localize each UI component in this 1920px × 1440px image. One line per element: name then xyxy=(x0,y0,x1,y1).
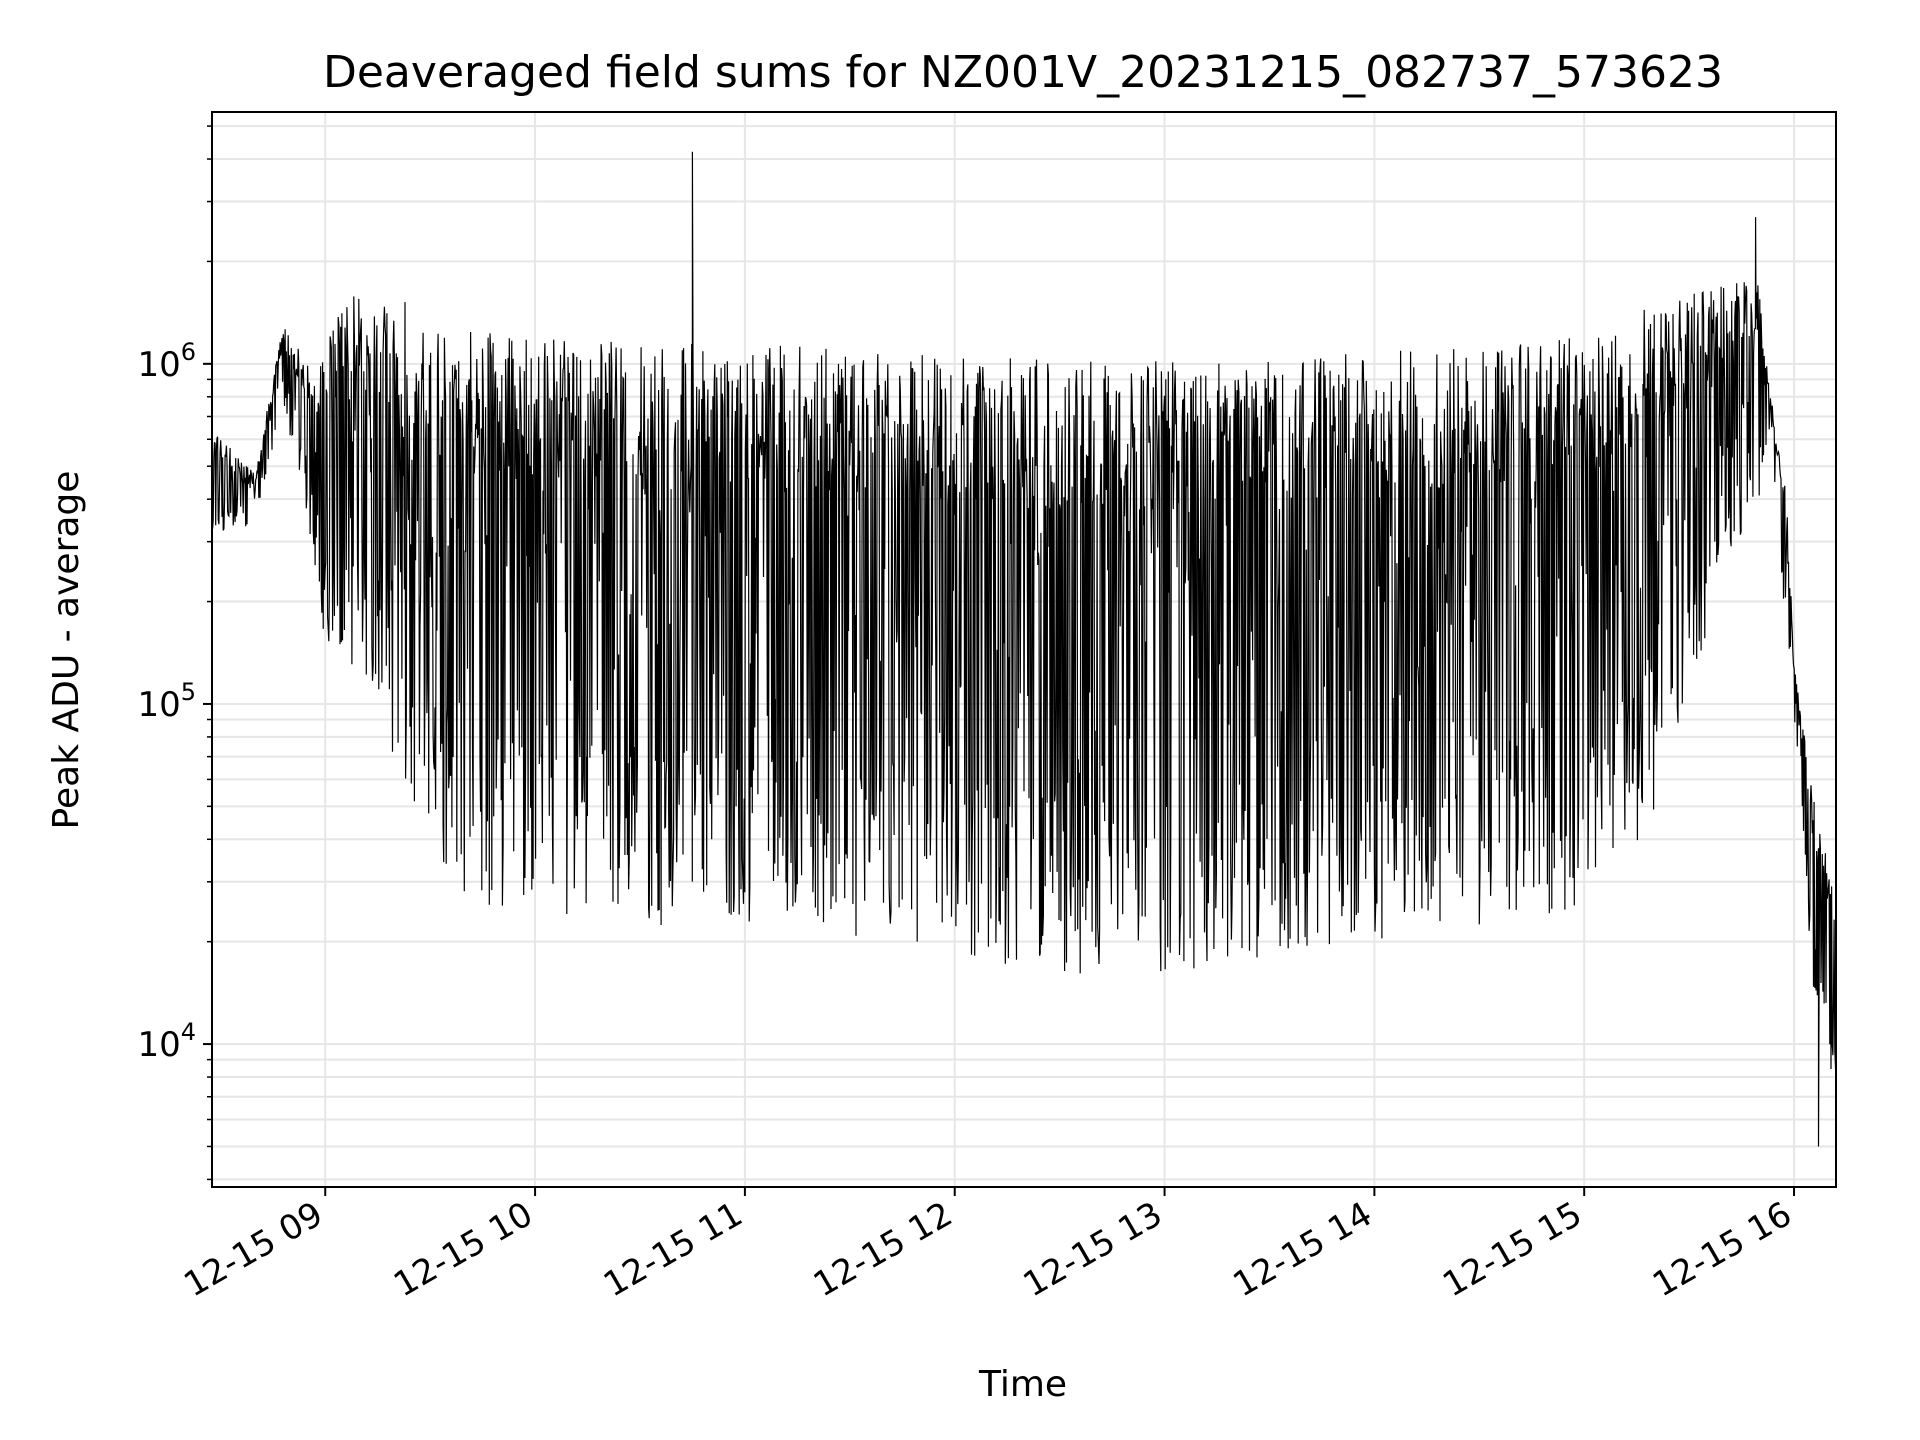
x-axis: 12-15 09 12-15 10 12-15 11 12-15 12 12-15 13… xyxy=(177,1187,1799,1305)
x-tick-label: 12-15 10 xyxy=(387,1194,539,1305)
x-tick-label: 12-15 12 xyxy=(807,1194,959,1305)
y-tick-label: 104 xyxy=(137,1018,196,1065)
series-path xyxy=(212,151,1836,1147)
y-tick-label: 105 xyxy=(137,678,196,725)
series-line xyxy=(212,151,1836,1147)
chart-title: Deaveraged field sums for NZ001V_2023121… xyxy=(323,47,1723,98)
x-tick-label: 12-15 09 xyxy=(177,1194,329,1305)
x-tick-label: 12-15 16 xyxy=(1646,1194,1798,1305)
y-axis-label: Peak ADU - average xyxy=(46,471,87,830)
y-axis: 104 105 106 xyxy=(137,125,212,1181)
plot-frame xyxy=(211,111,1837,1188)
x-tick-label: 12-15 13 xyxy=(1017,1194,1169,1305)
y-tick-label: 106 xyxy=(137,338,196,385)
x-tick-label: 12-15 14 xyxy=(1226,1194,1378,1305)
x-tick-label: 12-15 15 xyxy=(1436,1194,1588,1305)
x-tick-label: 12-15 11 xyxy=(597,1194,749,1305)
x-axis-label: Time xyxy=(978,1364,1067,1405)
